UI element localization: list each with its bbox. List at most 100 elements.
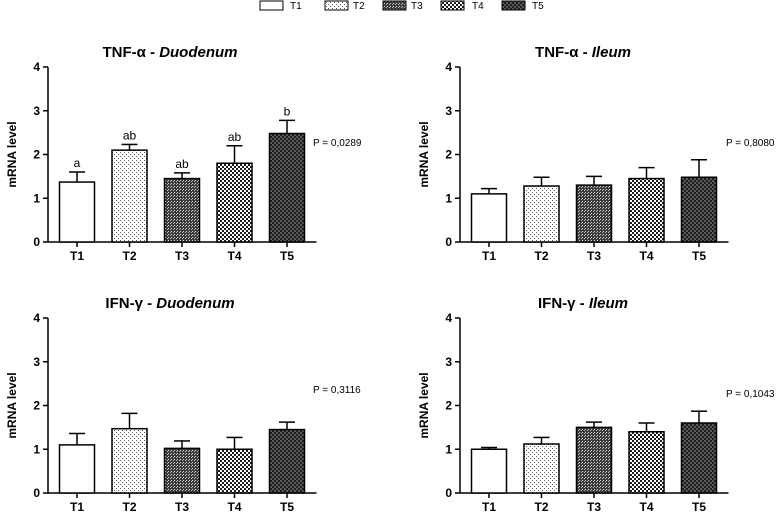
significance-letter-t4: ab bbox=[228, 130, 242, 144]
legend-swatch-t4 bbox=[440, 0, 465, 11]
bar-t1 bbox=[58, 444, 96, 494]
y-tick-label: 3 bbox=[445, 355, 452, 369]
x-tick-label-t4: T4 bbox=[227, 500, 241, 513]
legend-item-t2: T2 bbox=[324, 0, 365, 12]
y-axis-label: mRNA level bbox=[5, 121, 19, 187]
legend-item-t1: T1 bbox=[259, 0, 302, 12]
y-tick-label: 0 bbox=[33, 235, 40, 249]
x-tick-label-t3: T3 bbox=[587, 249, 601, 263]
bar-t2 bbox=[111, 149, 148, 243]
chart-title: TNF-α - Duodenum bbox=[102, 44, 237, 61]
y-tick-label: 2 bbox=[445, 399, 452, 413]
y-tick-label: 1 bbox=[445, 191, 452, 205]
x-tick-label-t1: T1 bbox=[482, 249, 496, 263]
x-tick-label-t2: T2 bbox=[534, 500, 548, 513]
legend-swatch-t3 bbox=[382, 0, 407, 11]
chart-title: TNF-α - Ileum bbox=[535, 44, 631, 61]
chart-title-tissue: Ileum bbox=[592, 44, 631, 61]
chart-title-separator: - bbox=[143, 295, 156, 312]
y-tick-label: 3 bbox=[33, 104, 40, 118]
legend-swatch-t2 bbox=[324, 0, 349, 11]
bar-t2 bbox=[523, 185, 560, 243]
p-value-label: P = 0,1043 bbox=[726, 389, 775, 400]
x-tick-label-t5: T5 bbox=[692, 500, 706, 513]
chart-title-tissue: Duodenum bbox=[159, 44, 237, 61]
chart-title-separator: - bbox=[575, 295, 588, 312]
bar-t3 bbox=[575, 184, 613, 243]
y-tick-label: 1 bbox=[445, 442, 452, 456]
x-tick-label-t1: T1 bbox=[70, 249, 84, 263]
bar-t2 bbox=[523, 443, 560, 494]
bar-t3 bbox=[163, 177, 201, 243]
legend-item-t4: T4 bbox=[440, 0, 484, 12]
legend-swatch-t5 bbox=[501, 0, 526, 11]
y-tick-label: 3 bbox=[445, 104, 452, 118]
y-tick-label: 0 bbox=[33, 486, 40, 500]
bar-t5 bbox=[268, 428, 306, 494]
bar-t4 bbox=[628, 431, 665, 494]
p-value-label: P = 0,0289 bbox=[313, 138, 362, 149]
x-tick-label-t3: T3 bbox=[175, 500, 189, 513]
bar-t1 bbox=[470, 448, 508, 494]
chart-panel-tnf-ileum: TNF-α - Ileum 0 1 2 3 4 mRNA level T1 T2 T3 T4 T5 P … bbox=[417, 44, 775, 263]
legend-swatch-t1 bbox=[259, 0, 284, 11]
p-value-label: P = 0,3116 bbox=[313, 385, 361, 396]
chart-title-separator: - bbox=[146, 44, 159, 61]
chart-title-separator: - bbox=[578, 44, 591, 61]
significance-letter-t1: a bbox=[74, 156, 81, 170]
x-tick-label-t5: T5 bbox=[692, 249, 706, 263]
bar-t4 bbox=[216, 162, 253, 243]
bar-t5 bbox=[268, 132, 306, 243]
y-tick-label: 2 bbox=[33, 148, 40, 162]
legend-label-t1: T1 bbox=[290, 1, 302, 12]
x-tick-label-t2: T2 bbox=[122, 500, 136, 513]
y-tick-label: 4 bbox=[445, 60, 452, 74]
chart-title-tissue: Ileum bbox=[589, 295, 628, 312]
chart-title: IFN-γ - Ileum bbox=[538, 295, 628, 312]
bar-t3 bbox=[575, 426, 613, 494]
x-tick-label-t1: T1 bbox=[70, 500, 84, 513]
y-tick-label: 4 bbox=[445, 311, 452, 325]
significance-letter-t3: ab bbox=[175, 157, 189, 171]
chart-panel-tnf-duodenum: TNF-α - Duodenum 0 1 2 3 4 mRNA level T1 a T2 ab T3… bbox=[5, 44, 362, 263]
chart-title-gene: IFN-γ bbox=[105, 295, 143, 312]
chart-panel-ifn-ileum: IFN-γ - Ileum 0 1 2 3 4 mRNA level T1 T2 T3 T4 T5 P … bbox=[417, 295, 775, 513]
chart-title: IFN-γ - Duodenum bbox=[105, 295, 234, 312]
chart-title-gene: TNF-α bbox=[535, 44, 579, 61]
legend-label-t3: T3 bbox=[411, 1, 423, 12]
chart-title-gene: IFN-γ bbox=[538, 295, 576, 312]
y-tick-label: 0 bbox=[445, 235, 452, 249]
x-tick-label-t2: T2 bbox=[534, 249, 548, 263]
x-tick-label-t5: T5 bbox=[280, 500, 294, 513]
x-tick-label-t3: T3 bbox=[175, 249, 189, 263]
x-tick-label-t3: T3 bbox=[587, 500, 601, 513]
x-tick-label-t5: T5 bbox=[280, 249, 294, 263]
significance-letter-t5: b bbox=[284, 104, 291, 118]
x-tick-label-t1: T1 bbox=[482, 500, 496, 513]
bar-t2 bbox=[111, 427, 148, 494]
legend-item-t3: T3 bbox=[382, 0, 423, 12]
y-axis-label: mRNA level bbox=[417, 372, 431, 438]
legend-item-t5: T5 bbox=[501, 0, 544, 12]
legend-label-t4: T4 bbox=[472, 1, 484, 12]
p-value-label: P = 0,8080 bbox=[726, 138, 775, 149]
bar-t5 bbox=[680, 422, 718, 494]
legend-label-t5: T5 bbox=[532, 1, 544, 12]
bar-t5 bbox=[680, 176, 718, 243]
y-tick-label: 1 bbox=[33, 442, 40, 456]
x-tick-label-t2: T2 bbox=[122, 249, 136, 263]
y-tick-label: 0 bbox=[445, 486, 452, 500]
bar-t1 bbox=[58, 181, 96, 243]
bar-t4 bbox=[628, 177, 665, 243]
y-tick-label: 2 bbox=[445, 148, 452, 162]
y-tick-label: 4 bbox=[33, 311, 40, 325]
y-axis-label: mRNA level bbox=[417, 121, 431, 187]
y-tick-label: 1 bbox=[33, 191, 40, 205]
y-axis-label: mRNA level bbox=[5, 372, 19, 438]
x-tick-label-t4: T4 bbox=[639, 249, 653, 263]
chart-title-gene: TNF-α bbox=[102, 44, 146, 61]
legend: T1 T2 T3 T4 T5 bbox=[259, 0, 544, 12]
bar-t1 bbox=[470, 193, 508, 243]
x-tick-label-t4: T4 bbox=[639, 500, 653, 513]
